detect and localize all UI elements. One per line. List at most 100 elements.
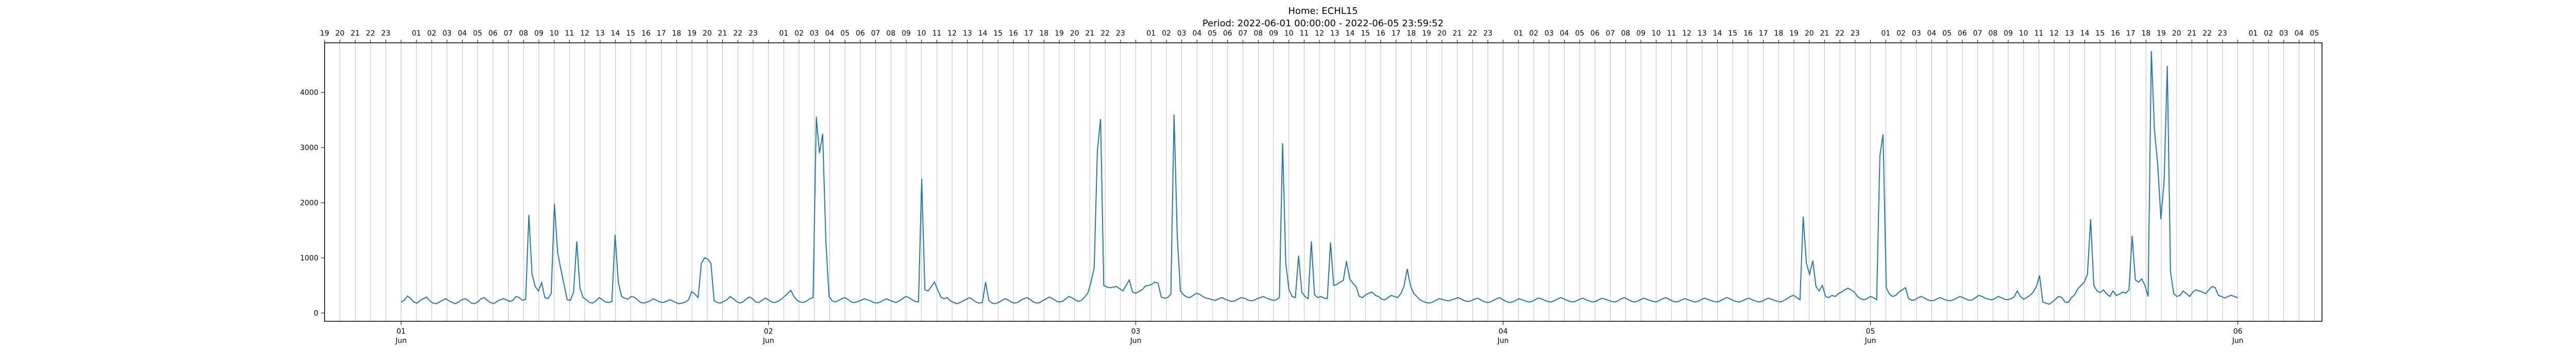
top-hour-label: 22 [366, 29, 375, 38]
x-month-label: Jun [2232, 337, 2244, 345]
top-hour-label: 15 [1361, 29, 1370, 38]
top-hour-label: 07 [1606, 29, 1615, 38]
top-hour-label: 21 [1453, 29, 1462, 38]
top-hour-label: 18 [1406, 29, 1416, 38]
top-hour-label: 20 [1437, 29, 1447, 38]
top-hour-label: 15 [993, 29, 1003, 38]
top-hour-label: 12 [947, 29, 957, 38]
top-hour-label: 21 [718, 29, 727, 38]
top-hour-label: 04 [2295, 29, 2304, 38]
top-hour-label: 16 [641, 29, 651, 38]
top-hour-label: 10 [1284, 29, 1294, 38]
top-hour-label: 23 [1483, 29, 1493, 38]
top-hour-label: 05 [473, 29, 482, 38]
top-hour-label: 07 [1973, 29, 1982, 38]
top-hour-label: 08 [886, 29, 895, 38]
top-hour-label: 16 [1009, 29, 1018, 38]
top-hour-label: 04 [1192, 29, 1201, 38]
x-month-label: Jun [762, 337, 774, 345]
top-hour-label: 14 [611, 29, 620, 38]
top-hour-label: 21 [1820, 29, 1829, 38]
top-hour-label: 05 [1208, 29, 1217, 38]
top-hour-label: 04 [825, 29, 834, 38]
top-hour-label: 23 [381, 29, 391, 38]
top-hour-label: 20 [335, 29, 345, 38]
top-hour-label: 06 [1590, 29, 1600, 38]
top-hour-label: 13 [2065, 29, 2074, 38]
top-hour-label: 08 [1621, 29, 1630, 38]
top-hour-label: 12 [2049, 29, 2059, 38]
top-hour-label: 19 [1789, 29, 1799, 38]
x-date-label: 01 [397, 327, 406, 336]
y-tick-label: 2000 [300, 199, 318, 207]
top-hour-label: 01 [1881, 29, 1890, 38]
x-date-label: 06 [2233, 327, 2243, 336]
top-hour-label: 03 [2279, 29, 2289, 38]
top-hour-label: 09 [1636, 29, 1646, 38]
top-hour-label: 02 [427, 29, 436, 38]
top-hour-label: 10 [2019, 29, 2028, 38]
top-hour-label: 03 [1177, 29, 1187, 38]
top-hour-label: 17 [1024, 29, 1033, 38]
top-hour-label: 20 [703, 29, 712, 38]
x-month-label: Jun [395, 337, 407, 345]
top-hour-label: 11 [2034, 29, 2043, 38]
top-hour-label: 19 [1422, 29, 1431, 38]
top-hour-label: 14 [2080, 29, 2090, 38]
top-hour-label: 05 [1942, 29, 1952, 38]
top-hour-label: 14 [1713, 29, 1722, 38]
top-hour-label: 22 [2202, 29, 2212, 38]
top-hour-label: 10 [917, 29, 926, 38]
top-hour-label: 20 [2172, 29, 2181, 38]
top-hour-label: 19 [687, 29, 697, 38]
top-hour-label: 22 [1835, 29, 1844, 38]
top-hour-label: 14 [978, 29, 988, 38]
top-hour-label: 08 [519, 29, 528, 38]
top-hour-label: 09 [2004, 29, 2013, 38]
top-hour-label: 02 [1529, 29, 1538, 38]
top-hour-label: 23 [749, 29, 758, 38]
x-month-label: Jun [1497, 337, 1509, 345]
x-date-label: 04 [1499, 327, 1508, 336]
series-line [401, 51, 2238, 305]
top-hour-label: 18 [1774, 29, 1783, 38]
top-hour-grid [324, 43, 2315, 321]
top-hour-label: 16 [1376, 29, 1385, 38]
top-hour-label: 03 [1545, 29, 1554, 38]
top-hour-label: 15 [1728, 29, 1737, 38]
top-hour-label: 11 [1299, 29, 1309, 38]
top-hour-label: 17 [657, 29, 666, 38]
top-hour-label: 04 [1560, 29, 1569, 38]
top-hour-label: 17 [1759, 29, 1768, 38]
top-hour-label: 07 [1239, 29, 1248, 38]
y-tick-label: 4000 [300, 89, 318, 97]
top-hour-label: 21 [351, 29, 360, 38]
top-hour-label: 03 [443, 29, 452, 38]
top-hour-label: 17 [2126, 29, 2136, 38]
top-hour-label: 14 [1346, 29, 1355, 38]
y-tick-label: 0 [314, 309, 318, 318]
top-hour-label: 12 [1315, 29, 1324, 38]
top-hour-label: 16 [2111, 29, 2120, 38]
top-hour-label: 06 [488, 29, 498, 38]
top-hour-label: 11 [932, 29, 941, 38]
top-hour-label: 05 [840, 29, 850, 38]
top-hour-label: 07 [504, 29, 513, 38]
top-hour-label: 21 [2188, 29, 2197, 38]
top-hour-label: 01 [779, 29, 788, 38]
top-hour-label: 01 [1146, 29, 1156, 38]
y-tick-label: 3000 [300, 144, 318, 152]
top-hour-label: 05 [2310, 29, 2319, 38]
top-hour-label: 21 [1086, 29, 1095, 38]
top-hour-label: 06 [856, 29, 865, 38]
top-hour-label: 08 [1253, 29, 1263, 38]
top-hour-label: 08 [1988, 29, 1997, 38]
top-hour-label: 22 [1100, 29, 1110, 38]
top-hour-label: 12 [1682, 29, 1691, 38]
top-hour-label: 23 [2218, 29, 2227, 38]
top-hour-label: 02 [794, 29, 804, 38]
top-hour-label: 18 [2141, 29, 2150, 38]
top-hour-label: 23 [1116, 29, 1125, 38]
x-month-label: Jun [1130, 337, 1142, 345]
